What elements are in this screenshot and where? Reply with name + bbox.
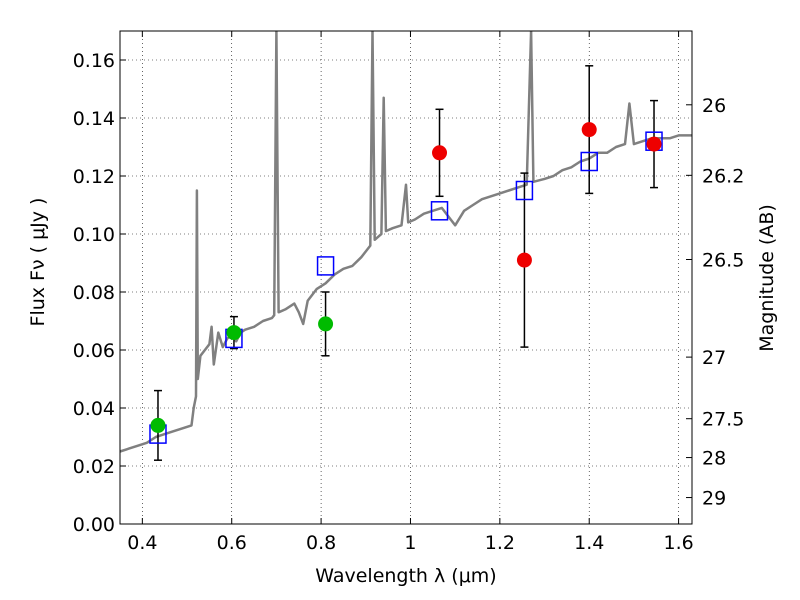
y2-tick-label: 27.5 <box>702 409 744 431</box>
observed-point-red <box>516 252 532 268</box>
errorbar-layer <box>153 65 659 461</box>
points-layer <box>149 122 663 444</box>
y-tick-label: 0.02 <box>73 456 115 478</box>
model-photometry-box <box>515 180 534 201</box>
y2-tick-label: 26 <box>702 95 726 117</box>
y-axis-label: Flux Fν ( μJy ) <box>27 198 49 327</box>
observed-point-red <box>581 122 597 138</box>
y-tick-label: 0.00 <box>73 514 115 536</box>
x-tick-label: 1.6 <box>663 532 693 554</box>
y2-axis-label: Magnitude (AB) <box>756 204 778 352</box>
model-photometry-box <box>430 201 449 221</box>
y-tick-label: 0.10 <box>73 224 115 246</box>
y-tick-label: 0.14 <box>73 108 115 130</box>
tick-label-layer: 0.4 0.6 0.8 1 1.2 1.4 1.6 0.00 0.02 0.04 0.06 0.08 0… <box>73 50 745 554</box>
model-photometry-box <box>316 256 335 276</box>
observed-point-red <box>646 136 662 152</box>
plot-frame <box>119 30 693 525</box>
model-spectrum-line <box>120 31 692 453</box>
y-tick-label: 0.16 <box>73 50 115 72</box>
model-spectrum-layer <box>120 31 692 453</box>
tick-layer <box>120 31 692 525</box>
y-tick-label: 0.08 <box>73 282 115 304</box>
observed-point-green <box>318 316 334 332</box>
y2-tick-label: 26.5 <box>702 250 744 272</box>
y2-tick-label: 26.2 <box>702 165 744 187</box>
y-tick-label: 0.04 <box>73 398 115 420</box>
y2-tick-label: 29 <box>702 488 726 510</box>
observed-point-red <box>432 145 448 161</box>
x-axis-label: Wavelength λ (μm) <box>315 565 496 587</box>
x-tick-label: 1.4 <box>574 532 604 554</box>
x-tick-label: 0.4 <box>127 532 157 554</box>
y2-tick-label: 27 <box>702 347 726 369</box>
x-tick-label: 0.6 <box>217 532 247 554</box>
model-photometry-box <box>580 151 598 172</box>
observed-point-green <box>150 417 166 433</box>
observed-point-green <box>226 325 242 341</box>
x-tick-label: 0.8 <box>306 532 336 554</box>
y2-tick-label: 28 <box>702 448 726 470</box>
y-tick-label: 0.06 <box>73 340 115 362</box>
x-tick-label: 1 <box>404 532 416 554</box>
x-tick-label: 1.2 <box>485 532 515 554</box>
y-tick-label: 0.12 <box>73 166 115 188</box>
grid-layer <box>120 31 692 525</box>
